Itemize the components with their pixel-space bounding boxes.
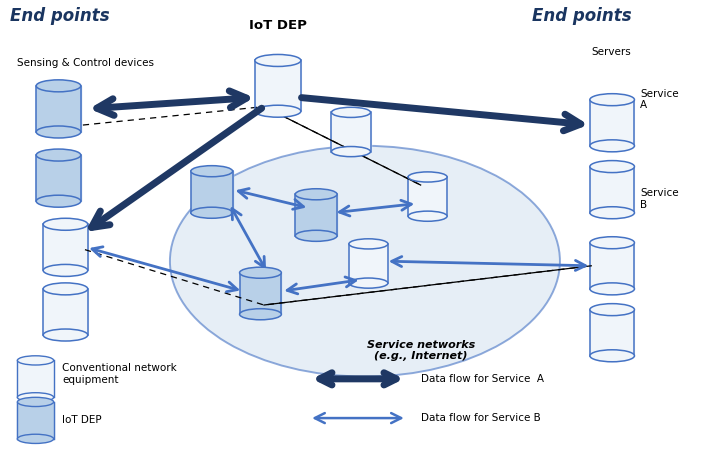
Ellipse shape [590,161,635,173]
Text: IoT DEP: IoT DEP [249,19,307,32]
Text: Data flow for Service  A: Data flow for Service A [420,374,543,384]
Polygon shape [43,289,88,335]
Text: Servers: Servers [591,47,631,57]
Polygon shape [331,113,371,152]
Text: Service
B: Service B [640,188,679,210]
Polygon shape [408,177,447,216]
Ellipse shape [296,230,337,241]
Ellipse shape [191,166,232,177]
Polygon shape [349,244,388,283]
Ellipse shape [349,278,388,288]
Ellipse shape [590,283,635,295]
Ellipse shape [590,350,635,362]
Ellipse shape [18,434,53,444]
Polygon shape [37,86,81,132]
Ellipse shape [408,172,447,182]
Ellipse shape [239,267,282,278]
Ellipse shape [170,146,560,376]
Ellipse shape [255,55,301,66]
Polygon shape [18,402,53,439]
Ellipse shape [408,211,447,221]
Ellipse shape [349,239,388,249]
Text: Service
A: Service A [640,89,679,111]
Polygon shape [191,171,232,213]
Text: End points: End points [532,7,632,25]
Text: IoT DEP: IoT DEP [62,415,102,425]
Polygon shape [296,194,337,236]
Ellipse shape [37,126,81,138]
Polygon shape [590,243,635,289]
Ellipse shape [37,149,81,161]
Ellipse shape [239,309,282,320]
Polygon shape [255,60,301,111]
Ellipse shape [37,80,81,92]
Ellipse shape [43,283,88,295]
Ellipse shape [296,189,337,200]
Ellipse shape [255,105,301,117]
Polygon shape [590,99,635,146]
Polygon shape [37,155,81,201]
Text: End points: End points [10,7,110,25]
Ellipse shape [590,237,635,249]
Polygon shape [590,310,635,356]
Text: Service networks
(e.g., Internet): Service networks (e.g., Internet) [366,340,475,361]
Ellipse shape [18,393,53,402]
Ellipse shape [43,329,88,341]
Ellipse shape [590,140,635,152]
Ellipse shape [37,195,81,207]
Ellipse shape [43,218,88,230]
Polygon shape [18,361,53,397]
Text: Data flow for Service B: Data flow for Service B [420,413,541,423]
Ellipse shape [18,356,53,365]
Ellipse shape [590,207,635,219]
Polygon shape [239,273,282,314]
Ellipse shape [590,94,635,106]
Ellipse shape [331,147,371,156]
Polygon shape [590,167,635,213]
Text: Conventional network
equipment: Conventional network equipment [62,363,177,385]
Ellipse shape [590,304,635,316]
Ellipse shape [18,397,53,407]
Polygon shape [43,224,88,270]
Ellipse shape [331,107,371,117]
Ellipse shape [191,207,232,218]
Text: Sensing & Control devices: Sensing & Control devices [17,58,154,68]
Ellipse shape [43,264,88,276]
